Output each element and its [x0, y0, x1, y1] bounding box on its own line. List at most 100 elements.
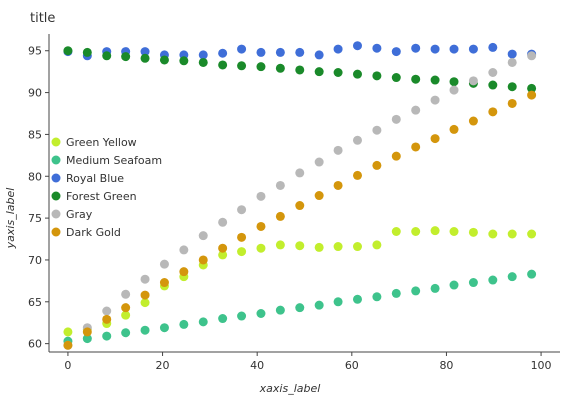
- data-point: [352, 294, 362, 304]
- series-gray: [63, 51, 537, 350]
- data-point: [82, 47, 92, 57]
- data-point: [372, 71, 382, 81]
- data-point: [198, 317, 208, 327]
- chart-title: title: [30, 11, 55, 26]
- x-tick-label: 80: [439, 359, 453, 372]
- data-point: [295, 65, 305, 75]
- plot-frame: [48, 34, 560, 353]
- data-point: [468, 278, 478, 288]
- y-tick-label: 90: [28, 87, 42, 100]
- data-point: [198, 57, 208, 67]
- data-point: [449, 77, 459, 87]
- data-point: [121, 328, 131, 338]
- data-point: [314, 300, 324, 310]
- data-point: [237, 232, 247, 242]
- data-point: [507, 57, 517, 67]
- data-point: [275, 305, 285, 315]
- legend: Green Yellow Medium Seafoam Royal Blue Fore…: [51, 136, 162, 239]
- data-point: [198, 50, 208, 60]
- data-point: [159, 323, 169, 333]
- data-point: [102, 331, 112, 341]
- data-point: [468, 227, 478, 237]
- data-point: [314, 191, 324, 201]
- data-point: [468, 76, 478, 86]
- legend-marker: [51, 173, 61, 183]
- data-point: [527, 269, 537, 279]
- series-dark-gold: [63, 90, 537, 350]
- data-point: [121, 310, 131, 320]
- legend-label: Dark Gold: [66, 226, 121, 239]
- y-tick-label: 65: [28, 296, 42, 309]
- data-point: [314, 50, 324, 60]
- data-point: [198, 255, 208, 265]
- data-point: [256, 309, 266, 319]
- data-point: [82, 327, 92, 337]
- series-green-yellow: [63, 226, 537, 337]
- y-tick-label: 85: [28, 128, 42, 141]
- y-tick-label: 75: [28, 212, 42, 225]
- data-point: [411, 74, 421, 84]
- data-point: [372, 292, 382, 302]
- data-point: [218, 48, 228, 58]
- data-point: [237, 247, 247, 257]
- data-point: [333, 180, 343, 190]
- y-tick-label: 70: [28, 254, 42, 267]
- data-point: [488, 67, 498, 77]
- data-point: [488, 107, 498, 117]
- data-point: [140, 53, 150, 63]
- data-point: [218, 60, 228, 70]
- data-point: [449, 280, 459, 290]
- data-point: [275, 211, 285, 221]
- legend-label: Royal Blue: [66, 172, 124, 185]
- data-point: [352, 170, 362, 180]
- data-point: [391, 114, 401, 124]
- data-point: [295, 201, 305, 211]
- legend-marker: [51, 155, 61, 165]
- data-point: [198, 231, 208, 241]
- data-point: [102, 51, 112, 61]
- legend-marker: [51, 227, 61, 237]
- legend-item: Forest Green: [51, 190, 137, 203]
- data-point: [488, 42, 498, 52]
- legend-marker: [51, 191, 61, 201]
- data-point: [352, 41, 362, 51]
- data-point: [237, 44, 247, 54]
- data-point: [527, 229, 537, 239]
- legend-item: Green Yellow: [51, 136, 137, 149]
- data-point: [275, 240, 285, 250]
- legend-label: Green Yellow: [66, 136, 137, 149]
- data-point: [352, 135, 362, 145]
- legend-label: Forest Green: [66, 190, 137, 203]
- data-point: [159, 278, 169, 288]
- data-point: [237, 205, 247, 215]
- data-point: [507, 98, 517, 108]
- data-point: [507, 49, 517, 59]
- x-tick-label: 0: [64, 359, 71, 372]
- data-point: [352, 69, 362, 79]
- x-tick-label: 20: [156, 359, 170, 372]
- data-point: [372, 125, 382, 135]
- data-point: [82, 334, 92, 344]
- data-point: [411, 142, 421, 152]
- data-point: [314, 67, 324, 77]
- data-point: [159, 259, 169, 269]
- data-point: [430, 226, 440, 236]
- data-point: [430, 75, 440, 85]
- data-point: [179, 56, 189, 66]
- data-point: [488, 275, 498, 285]
- data-point: [256, 62, 266, 72]
- data-point: [430, 134, 440, 144]
- y-axis-ticks: 60 65 70 75 80 85 90 95: [28, 45, 49, 351]
- data-point: [507, 82, 517, 92]
- data-point: [411, 105, 421, 115]
- data-point: [218, 314, 228, 324]
- data-point: [333, 145, 343, 155]
- data-point: [295, 47, 305, 57]
- data-point: [179, 245, 189, 255]
- data-point: [449, 226, 459, 236]
- legend-item: Royal Blue: [51, 172, 124, 185]
- data-point: [411, 286, 421, 296]
- data-point: [391, 226, 401, 236]
- data-point: [159, 55, 169, 65]
